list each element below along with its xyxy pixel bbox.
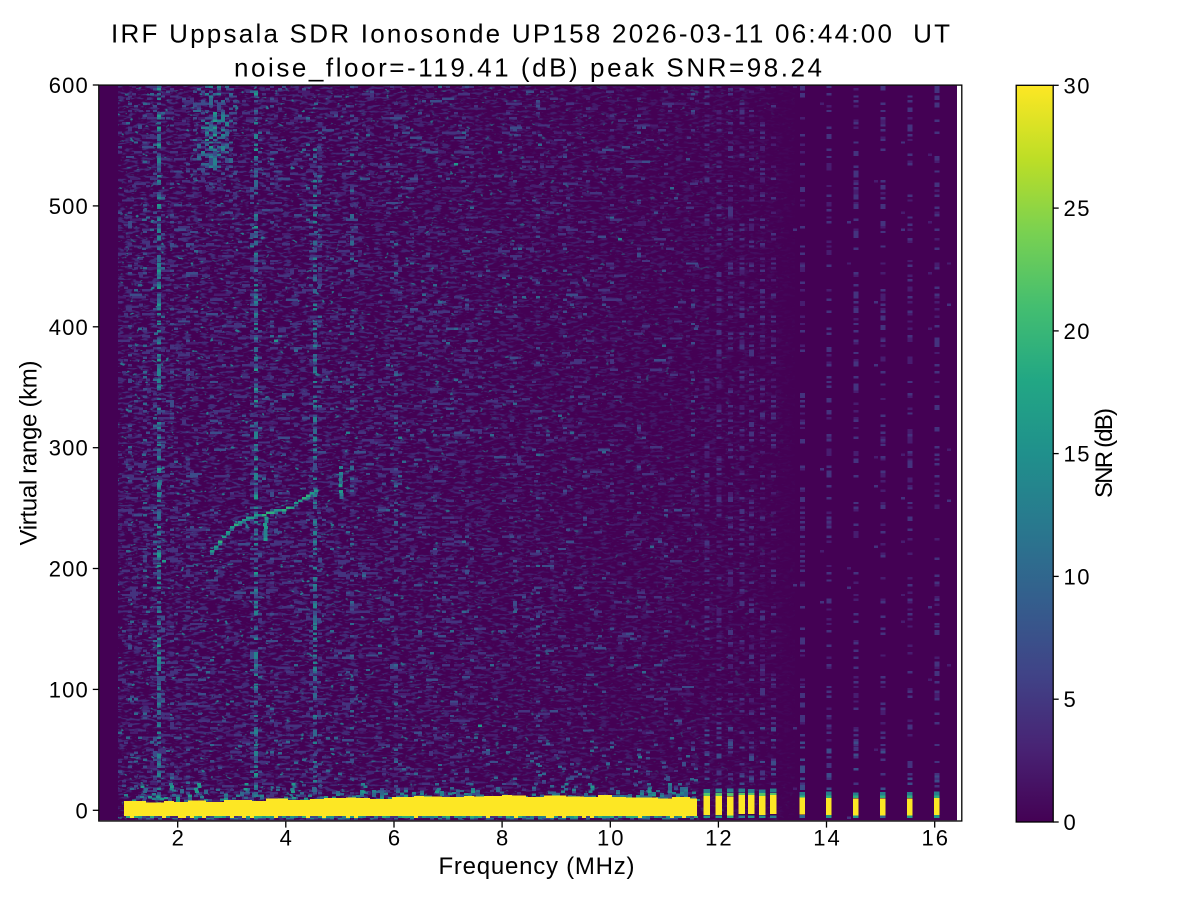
svg-text:10: 10 [1064, 564, 1090, 589]
svg-text:15: 15 [1064, 442, 1090, 467]
svg-text:5: 5 [1064, 687, 1076, 712]
svg-text:6: 6 [388, 826, 400, 851]
svg-text:400: 400 [49, 315, 88, 340]
svg-text:4: 4 [280, 826, 292, 851]
svg-text:8: 8 [496, 826, 508, 851]
svg-text:Frequency (MHz): Frequency (MHz) [439, 853, 635, 880]
svg-text:25: 25 [1064, 196, 1090, 221]
svg-text:100: 100 [49, 677, 88, 702]
svg-text:2: 2 [172, 826, 184, 851]
svg-text:600: 600 [49, 73, 88, 98]
svg-text:Virtual range (km): Virtual range (km) [16, 361, 43, 546]
svg-text:500: 500 [49, 194, 88, 219]
svg-text:30: 30 [1064, 73, 1090, 98]
svg-text:noise_floor=-119.41 (dB) peak: noise_floor=-119.41 (dB) peak SNR=98.24 [234, 53, 822, 83]
svg-text:200: 200 [49, 557, 88, 582]
svg-text:0: 0 [1064, 810, 1076, 835]
svg-text:0: 0 [76, 798, 88, 823]
svg-text:SNR (dB): SNR (dB) [1091, 408, 1118, 498]
svg-text:300: 300 [49, 436, 88, 461]
svg-text:20: 20 [1064, 319, 1090, 344]
svg-text:IRF Uppsala SDR Ionosonde UP15: IRF Uppsala SDR Ionosonde UP158 2026-03-… [111, 19, 950, 49]
